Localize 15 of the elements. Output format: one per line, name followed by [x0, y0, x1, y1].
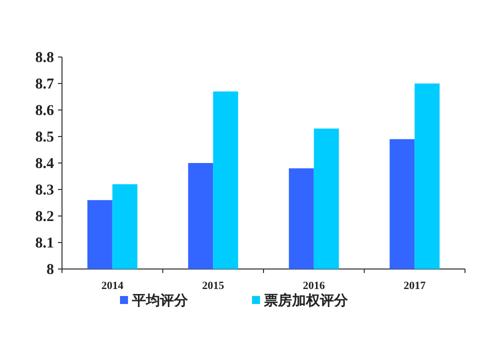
x-tick-label: 2015	[202, 280, 225, 292]
y-tick-label: 8.6	[35, 103, 54, 119]
x-tick-label: 2017	[404, 280, 426, 292]
legend-label: 平均评分	[131, 293, 189, 309]
y-tick-label: 8.2	[35, 209, 54, 225]
y-tick-label: 8	[46, 262, 54, 278]
x-tick-label: 2016	[302, 280, 326, 292]
y-tick-label: 8.3	[35, 182, 54, 198]
legend-label: 票房加权评分	[263, 292, 349, 309]
x-tick-label: 2014	[101, 280, 124, 292]
y-tick-label: 8.4	[35, 156, 54, 172]
y-tick-label: 8.1	[35, 236, 54, 252]
y-tick-label: 8.7	[35, 76, 54, 92]
y-tick-label: 8.8	[35, 50, 54, 66]
y-tick-label: 8.5	[35, 130, 54, 146]
